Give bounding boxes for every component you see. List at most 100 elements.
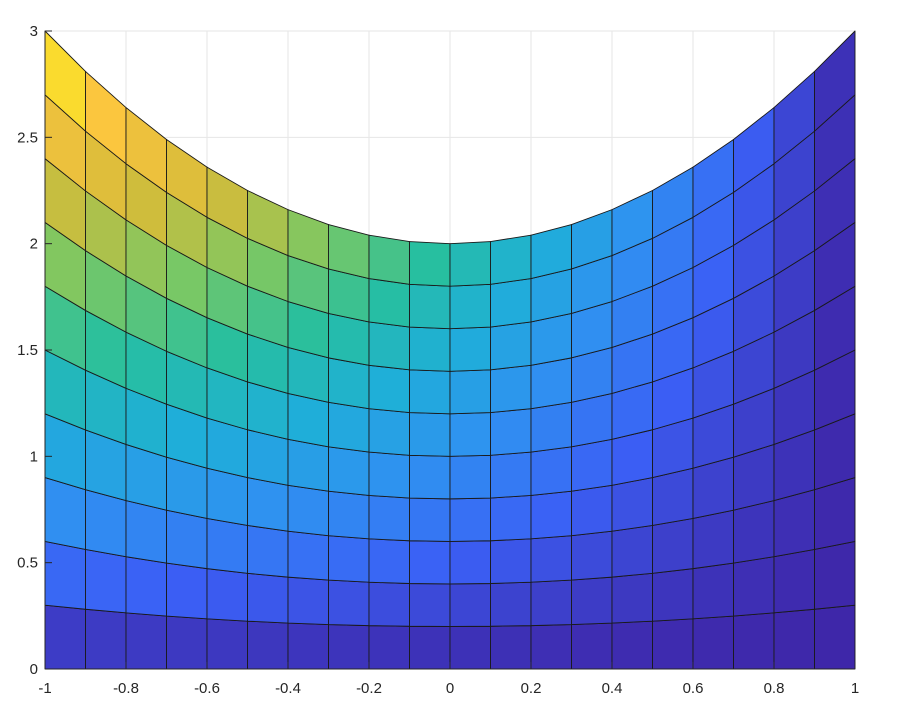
surface-patch — [166, 562, 208, 620]
surface-patch — [328, 579, 370, 627]
surface-patch — [328, 357, 370, 410]
surface-patch — [449, 540, 491, 585]
surface-patch — [328, 401, 370, 453]
x-tick-label: -0.8 — [113, 680, 139, 697]
surface-patch — [692, 509, 734, 570]
surface-patch — [85, 489, 127, 558]
surface-patch — [530, 535, 572, 583]
surface-patch — [571, 484, 613, 537]
surface-patch — [449, 412, 491, 457]
surface-patch — [530, 446, 572, 496]
surface-patch — [652, 568, 694, 622]
x-tick-label: 1 — [851, 680, 859, 697]
y-tick-label: 3 — [30, 23, 38, 40]
y-tick-label: 0 — [30, 661, 38, 678]
surface-patch — [44, 477, 86, 550]
surface-patch — [449, 454, 491, 500]
surface-patch — [530, 224, 572, 279]
surface-patch — [368, 278, 410, 328]
surface-patch — [530, 401, 572, 453]
surface-patch — [368, 495, 410, 542]
surface-patch — [692, 615, 734, 670]
surface-patch — [490, 364, 532, 413]
surface-patch — [287, 438, 329, 492]
surface-patch — [85, 549, 127, 614]
surface-patch — [125, 500, 167, 564]
x-tick-label: 0.4 — [602, 680, 623, 697]
surface-patch — [287, 622, 329, 670]
surface-patch — [611, 525, 653, 578]
surface-patch — [368, 234, 410, 285]
surface-patch — [409, 412, 451, 457]
surface-patch — [814, 30, 856, 132]
surface-patch — [733, 500, 775, 564]
surface-patch — [328, 312, 370, 366]
x-tick-label: -0.4 — [275, 680, 301, 697]
surface-patch — [530, 490, 572, 540]
surface-patch — [368, 451, 410, 499]
y-tick-label: 0.5 — [17, 555, 38, 572]
surface-patch — [44, 604, 86, 670]
surface-patch — [409, 241, 451, 287]
surface-patch — [530, 357, 572, 410]
tick-labels: -1 -0.8 -0.6 -0.4 -0.2 0 0.2 0.4 0.6 0.8 1 0 0.5 1 1.5… — [17, 23, 859, 697]
surface-patch — [814, 477, 856, 550]
surface-patch — [125, 612, 167, 670]
surface-patch — [409, 326, 451, 372]
surface-patch — [449, 497, 491, 542]
axes — [44, 30, 856, 670]
surface-patch — [773, 608, 815, 670]
surface-patch — [814, 604, 856, 670]
surface-patch — [247, 572, 289, 624]
surface-patch — [490, 538, 532, 584]
y-tick-label: 1.5 — [17, 342, 38, 359]
surface-patch — [490, 581, 532, 627]
surface-patch — [611, 620, 653, 670]
y-tick-label: 2.5 — [17, 129, 38, 146]
surface-patch — [287, 576, 329, 625]
surface-patch — [247, 620, 289, 670]
surface-patch — [490, 234, 532, 285]
surface-patch — [247, 525, 289, 578]
surface-patch — [530, 579, 572, 627]
surface-patch — [530, 312, 572, 366]
surface-patch — [328, 535, 370, 583]
surface-patch — [449, 369, 491, 415]
surface-patch — [611, 477, 653, 532]
surface-patch — [652, 618, 694, 670]
surface-patch — [44, 540, 86, 610]
surface-patch — [409, 540, 451, 585]
x-tick-label: -0.6 — [194, 680, 220, 697]
surface-patch — [368, 321, 410, 371]
surface-patch — [571, 576, 613, 625]
x-tick-label: 0.8 — [764, 680, 785, 697]
surface-patch — [652, 517, 694, 574]
surface-patch — [328, 224, 370, 279]
surface-patch — [368, 625, 410, 670]
surface-patch — [328, 624, 370, 670]
surface-patch — [368, 581, 410, 627]
surface-patch — [409, 454, 451, 500]
surface-patch — [490, 451, 532, 499]
surface-patch — [166, 509, 208, 570]
surface-patch — [328, 446, 370, 496]
surface-patch — [409, 625, 451, 670]
surface-patch — [449, 625, 491, 670]
surface-patch — [773, 489, 815, 558]
y-tick-label: 1 — [30, 448, 38, 465]
surface-patch — [247, 477, 289, 532]
surface-patches — [44, 30, 856, 670]
surface-patch — [733, 612, 775, 670]
surface-patch — [166, 615, 208, 670]
surface-patch — [206, 517, 248, 574]
surface-patch — [368, 408, 410, 456]
surface-patch — [490, 408, 532, 456]
surface-patch — [206, 467, 248, 526]
surface-patch — [692, 562, 734, 620]
surface-patch — [733, 556, 775, 617]
surface-patch — [490, 625, 532, 670]
surface-patch — [287, 484, 329, 537]
x-tick-label: -1 — [38, 680, 51, 697]
y-tick-label: 2 — [30, 236, 38, 253]
